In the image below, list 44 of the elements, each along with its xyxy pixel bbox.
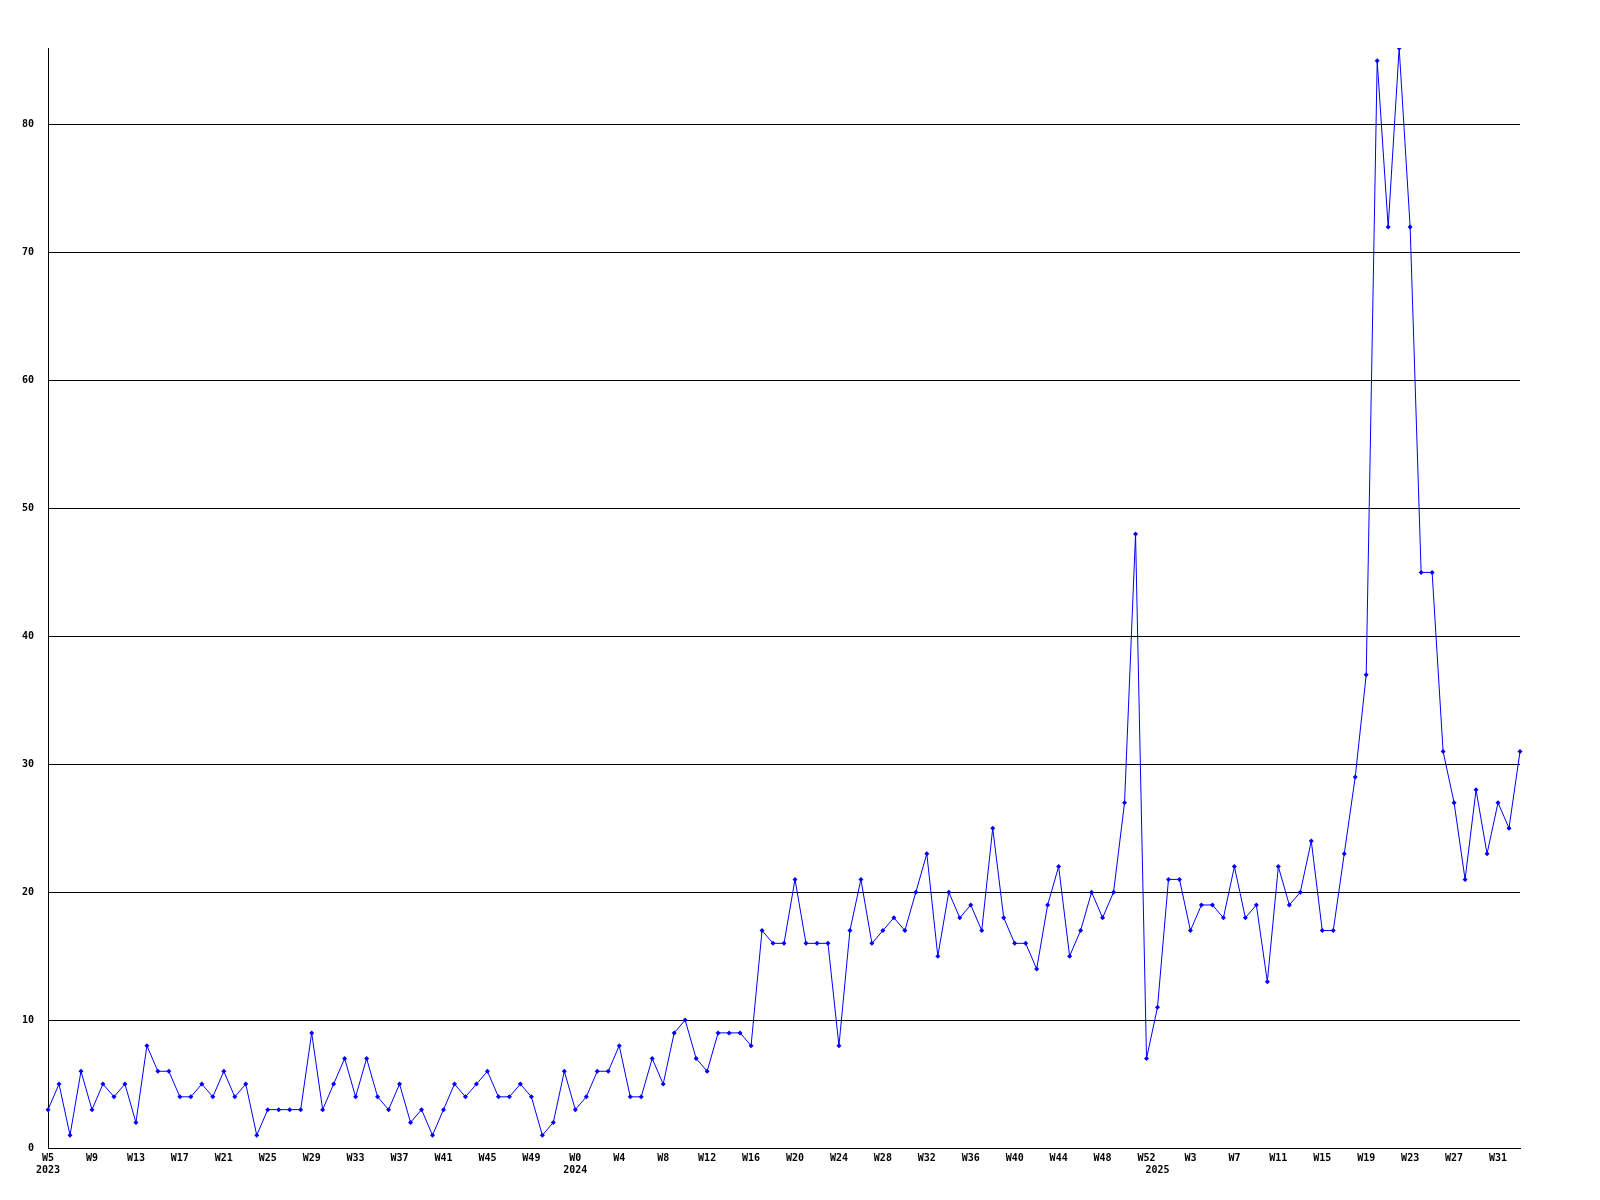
- x-tick-label: W11: [1269, 1151, 1288, 1163]
- x-tick-label: W41: [434, 1151, 453, 1163]
- x-tick-label: 2025: [1145, 1163, 1170, 1175]
- x-tick-label: W5 2023: [35, 1151, 61, 1175]
- y-tick-label: 80: [21, 118, 35, 130]
- x-tick-label: W25: [258, 1151, 277, 1163]
- x-tick-label: W20: [785, 1151, 805, 1163]
- y-tick-label: 10: [21, 1013, 35, 1025]
- x-tick-label: W40: [1005, 1151, 1024, 1163]
- x-tick-label: W24: [829, 1151, 848, 1163]
- y-tick-label: 40: [21, 629, 35, 641]
- x-tick-label: W48: [1093, 1151, 1112, 1163]
- x-tick-label: W7: [1228, 1151, 1241, 1163]
- x-tick-label: W52: [1137, 1151, 1156, 1163]
- x-tick-label: W37: [390, 1151, 409, 1163]
- x-tick-label: W45: [478, 1151, 497, 1163]
- x-tick-label: W15: [1313, 1151, 1332, 1163]
- x-tick-label: W31: [1489, 1151, 1508, 1163]
- x-tick-label: W0 2024: [563, 1151, 588, 1175]
- x-tick-label: W19: [1357, 1151, 1376, 1163]
- x-tick-label: W29: [302, 1151, 321, 1163]
- x-tick-label: W36: [961, 1151, 980, 1163]
- y-tick-label: 30: [21, 757, 35, 769]
- x-tick-label: W16: [742, 1151, 761, 1163]
- y-tick-label: 50: [21, 502, 35, 514]
- x-tick-label: W49: [522, 1151, 541, 1163]
- x-tick-label: W27: [1445, 1151, 1464, 1163]
- y-tick-label: 0: [28, 1141, 35, 1153]
- x-tick-label: W9: [85, 1151, 98, 1163]
- y-tick-label: 70: [21, 246, 35, 258]
- x-tick-label: W13: [126, 1151, 145, 1163]
- x-tick-label: W8: [657, 1151, 670, 1163]
- x-tick-label: W12: [698, 1151, 717, 1163]
- x-tick-label: W33: [346, 1151, 365, 1163]
- x-tick-label: W23: [1401, 1151, 1420, 1163]
- x-tick-label: W4: [613, 1151, 626, 1163]
- y-tick-label: 20: [21, 885, 35, 897]
- x-tick-label: W17: [170, 1151, 189, 1163]
- x-tick-label: W32: [917, 1151, 936, 1163]
- x-tick-label: W21: [214, 1151, 233, 1163]
- x-tick-label: W28: [873, 1151, 892, 1163]
- x-tick-label: W44: [1049, 1151, 1068, 1163]
- y-tick-label: 60: [21, 374, 35, 386]
- x-tick-label: W3: [1184, 1151, 1197, 1163]
